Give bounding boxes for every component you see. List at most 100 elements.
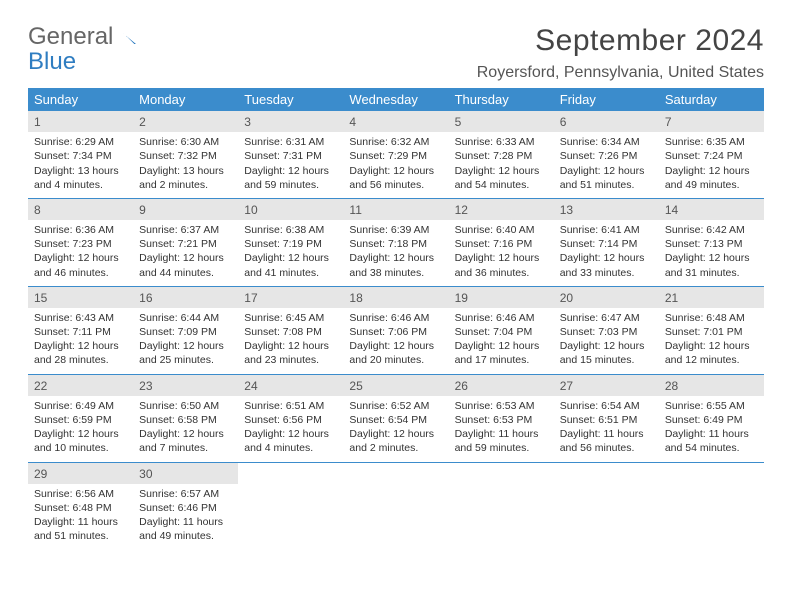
day-number: 16 (133, 287, 238, 308)
day-number: 17 (238, 287, 343, 308)
daylight-text: Daylight: 12 hours and 12 minutes. (665, 339, 758, 367)
sunset-text: Sunset: 6:59 PM (34, 413, 127, 427)
day-number: 24 (238, 375, 343, 396)
daylight-text: Daylight: 11 hours and 51 minutes. (34, 515, 127, 543)
day-body: Sunrise: 6:30 AMSunset: 7:32 PMDaylight:… (133, 132, 238, 198)
day-number: 6 (554, 111, 659, 132)
calendar-cell: 22Sunrise: 6:49 AMSunset: 6:59 PMDayligh… (28, 374, 133, 462)
calendar-cell: 23Sunrise: 6:50 AMSunset: 6:58 PMDayligh… (133, 374, 238, 462)
daylight-text: Daylight: 13 hours and 4 minutes. (34, 164, 127, 192)
daylight-text: Daylight: 12 hours and 46 minutes. (34, 251, 127, 279)
calendar-cell: 25Sunrise: 6:52 AMSunset: 6:54 PMDayligh… (343, 374, 448, 462)
day-body: Sunrise: 6:51 AMSunset: 6:56 PMDaylight:… (238, 396, 343, 462)
calendar-page: General Blue September 2024 Royersford, … (0, 0, 792, 559)
sunset-text: Sunset: 7:14 PM (560, 237, 653, 251)
sunset-text: Sunset: 7:01 PM (665, 325, 758, 339)
brand-logo: General Blue (28, 24, 136, 74)
daylight-text: Daylight: 11 hours and 56 minutes. (560, 427, 653, 455)
sunrise-text: Sunrise: 6:56 AM (34, 487, 127, 501)
calendar-cell: 9Sunrise: 6:37 AMSunset: 7:21 PMDaylight… (133, 198, 238, 286)
sunset-text: Sunset: 6:56 PM (244, 413, 337, 427)
weekday-header-row: Sunday Monday Tuesday Wednesday Thursday… (28, 88, 764, 111)
day-body: Sunrise: 6:46 AMSunset: 7:04 PMDaylight:… (449, 308, 554, 374)
daylight-text: Daylight: 12 hours and 33 minutes. (560, 251, 653, 279)
sunrise-text: Sunrise: 6:44 AM (139, 311, 232, 325)
day-body: Sunrise: 6:33 AMSunset: 7:28 PMDaylight:… (449, 132, 554, 198)
sunset-text: Sunset: 7:21 PM (139, 237, 232, 251)
month-title: September 2024 (477, 24, 764, 58)
day-number: 20 (554, 287, 659, 308)
day-number: 27 (554, 375, 659, 396)
day-body: Sunrise: 6:29 AMSunset: 7:34 PMDaylight:… (28, 132, 133, 198)
calendar-row: 1Sunrise: 6:29 AMSunset: 7:34 PMDaylight… (28, 111, 764, 198)
calendar-cell: 20Sunrise: 6:47 AMSunset: 7:03 PMDayligh… (554, 286, 659, 374)
daylight-text: Daylight: 12 hours and 20 minutes. (349, 339, 442, 367)
day-body: Sunrise: 6:41 AMSunset: 7:14 PMDaylight:… (554, 220, 659, 286)
sunset-text: Sunset: 7:04 PM (455, 325, 548, 339)
day-number: 8 (28, 199, 133, 220)
calendar-cell: 29Sunrise: 6:56 AMSunset: 6:48 PMDayligh… (28, 462, 133, 549)
sunrise-text: Sunrise: 6:51 AM (244, 399, 337, 413)
sunrise-text: Sunrise: 6:47 AM (560, 311, 653, 325)
daylight-text: Daylight: 12 hours and 25 minutes. (139, 339, 232, 367)
daylight-text: Daylight: 12 hours and 38 minutes. (349, 251, 442, 279)
weekday-header: Thursday (449, 88, 554, 111)
calendar-cell: 1Sunrise: 6:29 AMSunset: 7:34 PMDaylight… (28, 111, 133, 198)
daylight-text: Daylight: 12 hours and 17 minutes. (455, 339, 548, 367)
calendar-cell-empty (554, 462, 659, 549)
sunrise-text: Sunrise: 6:42 AM (665, 223, 758, 237)
calendar-row: 22Sunrise: 6:49 AMSunset: 6:59 PMDayligh… (28, 374, 764, 462)
day-body: Sunrise: 6:40 AMSunset: 7:16 PMDaylight:… (449, 220, 554, 286)
weekday-header: Saturday (659, 88, 764, 111)
day-body: Sunrise: 6:39 AMSunset: 7:18 PMDaylight:… (343, 220, 448, 286)
day-number: 15 (28, 287, 133, 308)
day-body: Sunrise: 6:46 AMSunset: 7:06 PMDaylight:… (343, 308, 448, 374)
weekday-header: Friday (554, 88, 659, 111)
daylight-text: Daylight: 12 hours and 36 minutes. (455, 251, 548, 279)
daylight-text: Daylight: 12 hours and 44 minutes. (139, 251, 232, 279)
sunrise-text: Sunrise: 6:54 AM (560, 399, 653, 413)
day-body: Sunrise: 6:43 AMSunset: 7:11 PMDaylight:… (28, 308, 133, 374)
sunset-text: Sunset: 7:11 PM (34, 325, 127, 339)
day-body: Sunrise: 6:52 AMSunset: 6:54 PMDaylight:… (343, 396, 448, 462)
sunset-text: Sunset: 7:34 PM (34, 149, 127, 163)
sunrise-text: Sunrise: 6:30 AM (139, 135, 232, 149)
sunrise-text: Sunrise: 6:35 AM (665, 135, 758, 149)
daylight-text: Daylight: 12 hours and 41 minutes. (244, 251, 337, 279)
day-body: Sunrise: 6:34 AMSunset: 7:26 PMDaylight:… (554, 132, 659, 198)
sunrise-text: Sunrise: 6:33 AM (455, 135, 548, 149)
daylight-text: Daylight: 11 hours and 49 minutes. (139, 515, 232, 543)
day-number: 13 (554, 199, 659, 220)
sunrise-text: Sunrise: 6:55 AM (665, 399, 758, 413)
sunrise-text: Sunrise: 6:36 AM (34, 223, 127, 237)
day-number: 12 (449, 199, 554, 220)
day-number: 19 (449, 287, 554, 308)
calendar-cell: 28Sunrise: 6:55 AMSunset: 6:49 PMDayligh… (659, 374, 764, 462)
day-number: 18 (343, 287, 448, 308)
calendar-cell: 17Sunrise: 6:45 AMSunset: 7:08 PMDayligh… (238, 286, 343, 374)
calendar-cell: 24Sunrise: 6:51 AMSunset: 6:56 PMDayligh… (238, 374, 343, 462)
sunset-text: Sunset: 7:26 PM (560, 149, 653, 163)
sunset-text: Sunset: 6:49 PM (665, 413, 758, 427)
calendar-cell-empty (238, 462, 343, 549)
day-number: 9 (133, 199, 238, 220)
daylight-text: Daylight: 13 hours and 2 minutes. (139, 164, 232, 192)
day-number: 26 (449, 375, 554, 396)
daylight-text: Daylight: 11 hours and 59 minutes. (455, 427, 548, 455)
day-body: Sunrise: 6:38 AMSunset: 7:19 PMDaylight:… (238, 220, 343, 286)
daylight-text: Daylight: 12 hours and 2 minutes. (349, 427, 442, 455)
day-body: Sunrise: 6:56 AMSunset: 6:48 PMDaylight:… (28, 484, 133, 550)
sunrise-text: Sunrise: 6:50 AM (139, 399, 232, 413)
title-block: September 2024 Royersford, Pennsylvania,… (477, 24, 764, 82)
header: General Blue September 2024 Royersford, … (28, 24, 764, 82)
sunset-text: Sunset: 7:19 PM (244, 237, 337, 251)
calendar-cell: 18Sunrise: 6:46 AMSunset: 7:06 PMDayligh… (343, 286, 448, 374)
day-number: 22 (28, 375, 133, 396)
calendar-row: 15Sunrise: 6:43 AMSunset: 7:11 PMDayligh… (28, 286, 764, 374)
day-number: 30 (133, 463, 238, 484)
day-number: 11 (343, 199, 448, 220)
weekday-header: Wednesday (343, 88, 448, 111)
sunrise-text: Sunrise: 6:57 AM (139, 487, 232, 501)
daylight-text: Daylight: 12 hours and 56 minutes. (349, 164, 442, 192)
calendar-body: 1Sunrise: 6:29 AMSunset: 7:34 PMDaylight… (28, 111, 764, 549)
